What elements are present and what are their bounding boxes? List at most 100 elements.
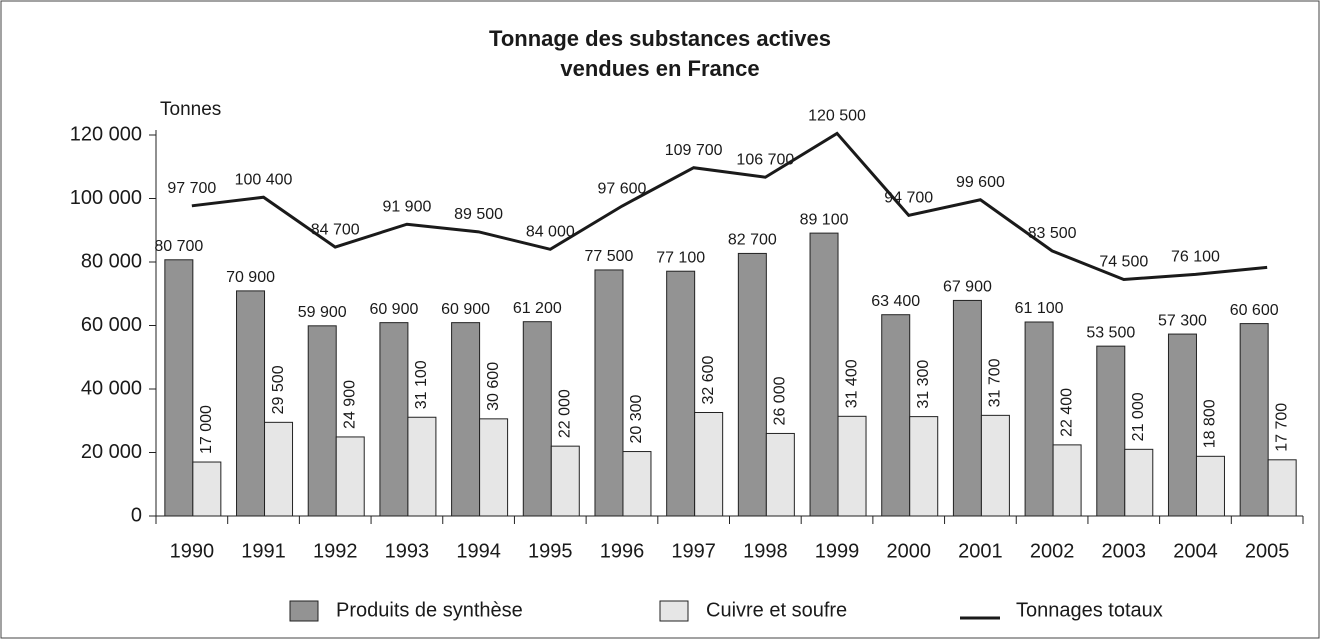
bar [451,322,481,517]
bar-label: 70 900 [226,269,275,286]
bar-label: 20 300 [628,395,645,444]
bar [622,451,652,517]
legend-label: Cuivre et soufre [706,599,847,621]
bar-label: 89 100 [800,211,849,228]
bar-label: 29 500 [270,365,287,414]
bar [1124,448,1154,517]
bar [236,290,266,517]
bar-label: 80 700 [154,238,203,255]
bar-label: 60 600 [1230,302,1279,319]
bar [765,432,795,517]
bar-label: 31 700 [987,358,1004,407]
bar [881,314,911,517]
bar-label: 57 300 [1158,312,1207,329]
bar [379,322,409,517]
line [191,131,1268,281]
bar-label: 21 000 [1130,392,1147,441]
bar-label: 17 000 [198,405,215,454]
bar-label: 61 100 [1015,300,1064,317]
bar [307,325,337,517]
bar [1024,321,1054,517]
bar-label: 22 000 [557,389,574,438]
bar [837,415,867,517]
bar [479,418,509,517]
bar-label: 31 100 [413,360,430,409]
bar-label: 77 100 [656,249,705,266]
bar-label: 17 700 [1273,403,1290,452]
bar [335,436,365,517]
x-tick-label: 2002 [1030,540,1075,562]
bar [192,461,222,517]
bar-label: 31 400 [843,359,860,408]
y-tick-label: 100 000 [70,187,142,209]
line-label: 84 700 [311,221,360,238]
bar-label: 22 400 [1058,388,1075,437]
bar [809,232,839,517]
line-label: 97 600 [598,180,647,197]
bar [164,259,194,517]
chart-title: vendues en France [560,56,759,81]
bar [1167,333,1197,517]
line-label: 76 100 [1171,249,1220,266]
bar-label: 32 600 [700,355,717,404]
y-tick-label: 40 000 [81,377,142,399]
bar [594,269,624,517]
bar-label: 60 900 [369,301,418,318]
x-tick-label: 2000 [886,540,931,562]
x-tick-label: 1991 [241,540,286,562]
x-tick-label: 2004 [1173,540,1218,562]
bar [1267,459,1297,517]
line-label: 91 900 [382,198,431,215]
x-tick-label: 2001 [958,540,1003,562]
line-label: 94 700 [884,190,933,207]
line-label: 106 700 [736,151,794,168]
x-tick-label: 1999 [815,540,860,562]
bar [550,445,580,517]
bar-label: 82 700 [728,232,777,249]
line-label: 100 400 [235,171,293,188]
line-label: 99 600 [956,174,1005,191]
bar-label: 63 400 [871,293,920,310]
bar [1096,345,1126,517]
bar [909,416,939,517]
x-tick-label: 1992 [313,540,358,562]
legend-swatch [659,600,689,622]
line-label: 83 500 [1028,225,1077,242]
bar [522,321,552,517]
bar [1239,323,1269,517]
line-label: 109 700 [665,142,723,159]
x-tick-label: 1993 [385,540,430,562]
legend-label: Produits de synthèse [336,599,523,621]
bar-label: 53 500 [1086,324,1135,341]
x-tick-label: 1996 [600,540,645,562]
bar-label: 30 600 [485,362,502,411]
y-tick-label: 0 [131,504,142,526]
bar [980,414,1010,517]
bar-label: 59 900 [298,304,347,321]
bar-label: 60 900 [441,301,490,318]
legend-label: Tonnages totaux [1016,599,1163,621]
bar [1195,455,1225,517]
bar-label: 67 900 [943,279,992,296]
bar [737,252,767,517]
x-tick-label: 1990 [170,540,215,562]
x-tick-label: 2005 [1245,540,1290,562]
bar-label: 18 800 [1202,399,1219,448]
bar-label: 61 200 [513,300,562,317]
bar [952,299,982,517]
x-tick-label: 1994 [456,540,501,562]
y-tick-label: 120 000 [70,123,142,145]
bar [666,270,696,517]
y-tick-label: 80 000 [81,250,142,272]
bar [694,411,724,517]
y-tick-label: 20 000 [81,441,142,463]
line-label: 74 500 [1099,254,1148,271]
x-tick-label: 1997 [671,540,716,562]
bar-label: 31 300 [915,360,932,409]
y-axis-label: Tonnes [160,99,221,120]
x-tick-label: 1998 [743,540,788,562]
chart-title: Tonnage des substances actives [489,26,831,51]
x-tick-label: 1995 [528,540,573,562]
